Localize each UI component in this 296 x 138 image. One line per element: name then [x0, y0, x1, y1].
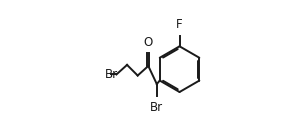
Text: Br: Br	[104, 68, 118, 81]
Text: Br: Br	[150, 101, 163, 114]
Text: O: O	[144, 36, 153, 49]
Text: F: F	[176, 18, 183, 31]
